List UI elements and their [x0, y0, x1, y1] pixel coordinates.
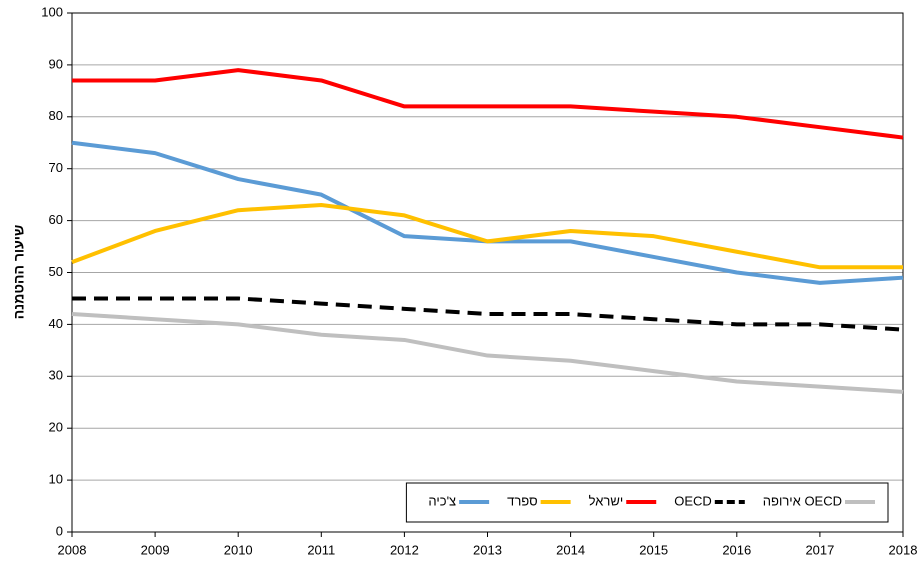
legend-label: OECD	[674, 493, 712, 508]
y-tick-label: 60	[49, 212, 63, 227]
series-line	[71, 312, 904, 394]
legend-label: OECD אירופה	[763, 493, 842, 508]
x-tick-label: 2011	[307, 542, 335, 557]
x-tick-label: 2010	[224, 542, 253, 557]
series-line	[71, 140, 904, 285]
x-tick-label: 2008	[58, 542, 87, 557]
y-tick-label: 20	[49, 420, 63, 435]
y-tick-label: 100	[41, 4, 63, 19]
y-tick-label: 10	[49, 472, 63, 487]
series-line	[72, 68, 904, 140]
y-tick-label: 30	[49, 368, 63, 383]
y-tick-label: 0	[56, 523, 63, 538]
x-tick-label: 2009	[141, 542, 170, 557]
series-line	[71, 203, 903, 270]
x-tick-label: 2014	[556, 542, 585, 557]
y-tick-label: 50	[49, 264, 63, 279]
legend-label: צ'כיה	[428, 493, 456, 508]
series-line	[72, 296, 904, 332]
y-tick-label: 70	[49, 160, 63, 175]
y-axis-label: שיעור ההטמנה	[11, 225, 27, 320]
y-tick-label: 80	[49, 108, 63, 123]
legend-label: ספרד	[507, 493, 537, 508]
x-tick-label: 2012	[390, 542, 419, 557]
y-tick-label: 90	[49, 56, 63, 71]
y-tick-label: 40	[49, 316, 63, 331]
x-tick-label: 2015	[639, 542, 668, 557]
x-tick-label: 2018	[889, 542, 918, 557]
x-tick-label: 2017	[805, 542, 834, 557]
x-tick-label: 2016	[722, 542, 751, 557]
legend-label: ישראל	[589, 493, 624, 508]
x-tick-label: 2013	[473, 542, 502, 557]
